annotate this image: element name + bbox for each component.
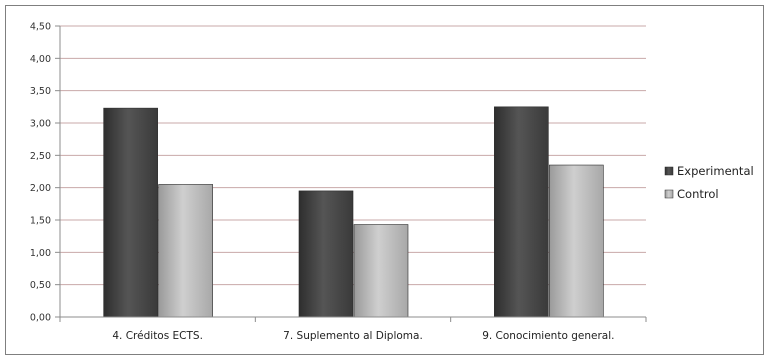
x-category-label: 4. Créditos ECTS.	[112, 330, 203, 342]
bar-control	[353, 224, 409, 318]
y-tick-label: 0,00	[30, 313, 51, 324]
x-category-label: 9. Conocimiento general.	[482, 330, 614, 342]
bar-experimental	[103, 107, 158, 318]
x-axis-category-labels: 4. Créditos ECTS. 7. Suplemento al Diplom…	[112, 330, 614, 342]
bar-experimental	[298, 190, 354, 318]
legend-label-control: Control	[677, 187, 719, 201]
y-tick-label: 3,50	[30, 86, 51, 97]
y-axis-tick-labels: 0,00 0,50 1,00 1,50 2,00 2,50 3,00 3,50 4,00 4,50	[30, 22, 51, 324]
y-tick-label: 3,00	[30, 119, 51, 130]
legend: Experimental Control	[664, 164, 754, 201]
y-tick-label: 0,50	[30, 280, 51, 291]
legend-label-experimental: Experimental	[677, 164, 754, 178]
axes	[59, 26, 647, 322]
y-tick-label: 4,50	[30, 22, 51, 33]
y-tick-label: 2,50	[30, 151, 51, 162]
y-tick-label: 1,00	[30, 248, 51, 259]
legend-swatch-control	[664, 189, 674, 199]
y-tick-label: 2,00	[30, 183, 51, 194]
y-tick-label: 4,00	[30, 54, 51, 65]
bar-experimental	[494, 106, 549, 318]
x-category-label: 7. Suplemento al Diploma.	[283, 330, 423, 342]
legend-swatch-experimental	[664, 166, 674, 176]
bar-control	[549, 164, 604, 318]
y-tick-label: 1,50	[30, 216, 51, 227]
bar-chart: 0,00 0,50 1,00 1,50 2,00 2,50 3,00 3,50 4,00 4,50…	[30, 22, 754, 343]
chart-frame: 0,00 0,50 1,00 1,50 2,00 2,50 3,00 3,50 4,00 4,50…	[5, 5, 764, 355]
bar-control	[158, 184, 213, 318]
bars	[103, 106, 604, 318]
